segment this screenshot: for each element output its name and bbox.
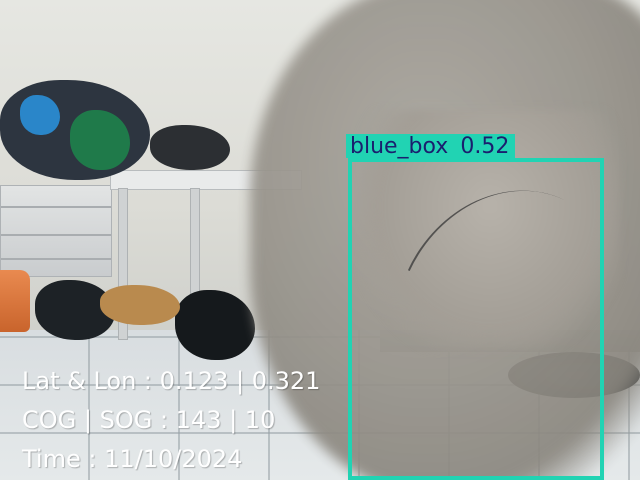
clutter-pile	[70, 110, 130, 170]
detection-bounding-box	[348, 158, 604, 480]
clutter-pile	[150, 125, 230, 170]
detection-class: blue_box	[350, 134, 449, 159]
time-readout: Time : 11/10/2024	[22, 445, 243, 473]
detection-confidence: 0.52	[460, 134, 510, 159]
clutter-pile	[100, 285, 180, 325]
metal-shelf	[0, 185, 112, 277]
cog-sog-readout: COG | SOG : 143 | 10	[22, 406, 276, 434]
clutter-pile	[175, 290, 255, 360]
detection-label: blue_box 0.52	[346, 134, 516, 159]
clutter-pile	[20, 95, 60, 135]
cart-leg	[190, 188, 200, 300]
orange-bucket	[0, 270, 30, 332]
telemetry-overlay: Lat & Lon : 0.123 | 0.321 COG | SOG : 14…	[22, 362, 320, 479]
lat-lon-readout: Lat & Lon : 0.123 | 0.321	[22, 367, 321, 395]
cart-leg	[118, 188, 128, 340]
